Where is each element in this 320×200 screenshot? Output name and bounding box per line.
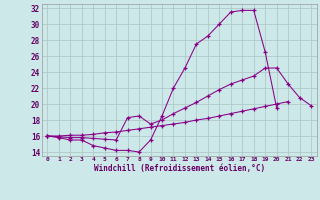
X-axis label: Windchill (Refroidissement éolien,°C): Windchill (Refroidissement éolien,°C) — [94, 164, 265, 173]
